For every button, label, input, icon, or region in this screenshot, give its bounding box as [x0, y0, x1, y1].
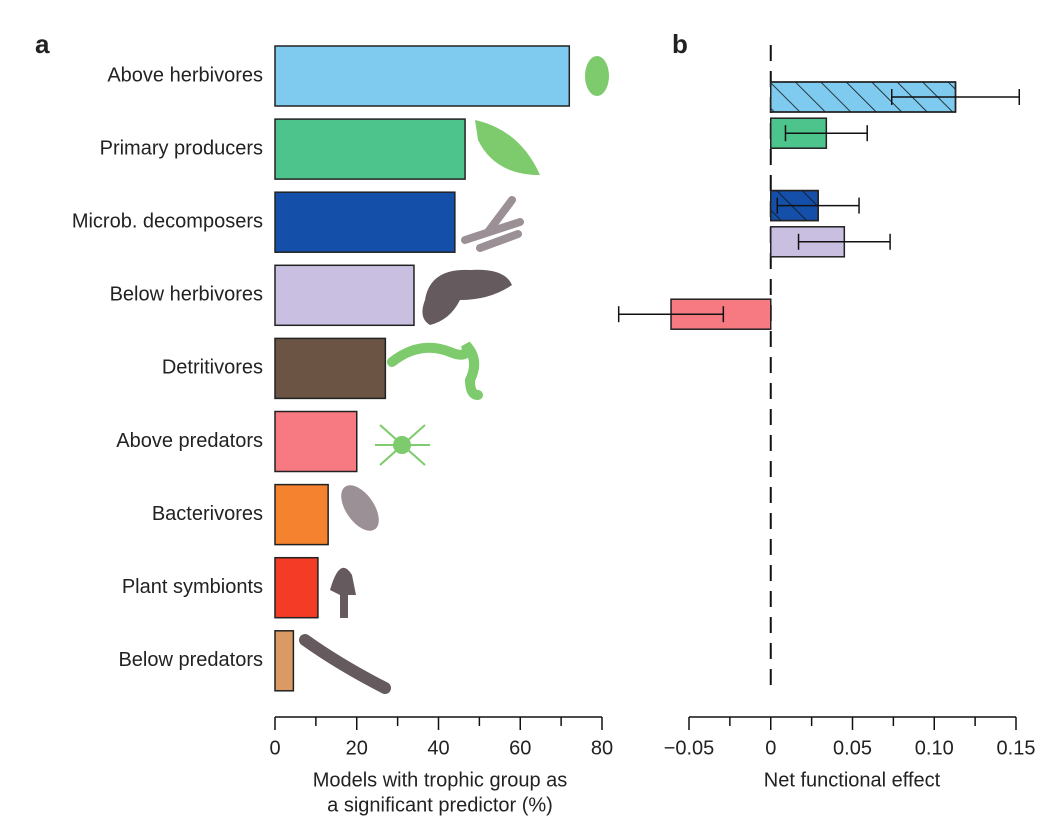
bar — [274, 483, 329, 546]
bar — [274, 337, 387, 400]
category-label: Above herbivores — [107, 64, 263, 86]
panel-label: b — [672, 29, 688, 59]
leaf-icon — [475, 120, 540, 175]
fungus-icon — [330, 567, 356, 618]
x-tick-label: 40 — [427, 737, 449, 759]
x-tick-label: 20 — [346, 737, 368, 759]
category-label: Above predators — [116, 430, 263, 452]
category-label: Below herbivores — [110, 284, 263, 306]
category-label: Below predators — [118, 649, 263, 671]
category-label: Primary producers — [100, 137, 263, 159]
bar — [274, 191, 456, 253]
bar — [274, 556, 319, 619]
category-label: Bacterivores — [152, 503, 263, 525]
larva-icon — [422, 269, 512, 325]
x-tick-label: 80 — [591, 737, 613, 759]
aphid-icon — [585, 56, 609, 96]
x-tick-label: 0 — [269, 737, 280, 759]
spider-icon — [375, 424, 430, 466]
worm-icon — [387, 341, 483, 400]
x-axis-label: a significant predictor (%) — [327, 794, 553, 816]
x-tick-label: 0.05 — [833, 737, 872, 759]
x-tick-label: 0.10 — [915, 737, 954, 759]
protist-icon — [341, 485, 379, 531]
silhouettes — [299, 56, 609, 694]
bar — [274, 118, 466, 180]
category-label: Microb. decomposers — [72, 210, 263, 232]
x-axis-label: Models with trophic group as — [313, 769, 568, 791]
bar — [274, 264, 415, 327]
x-tick-label: −0.05 — [664, 737, 715, 759]
bar — [274, 45, 571, 107]
bar — [274, 410, 358, 473]
x-axis-label: Net functional effect — [764, 769, 941, 791]
bar — [274, 630, 295, 692]
x-tick-label: 0 — [765, 737, 776, 759]
panel-label: a — [35, 29, 50, 59]
category-label: Detritivores — [162, 357, 263, 379]
bacteria-icon — [461, 196, 524, 252]
x-tick-label: 0.15 — [997, 737, 1036, 759]
centipede-icon — [299, 634, 391, 694]
category-label: Plant symbionts — [122, 576, 263, 598]
x-tick-label: 60 — [509, 737, 531, 759]
